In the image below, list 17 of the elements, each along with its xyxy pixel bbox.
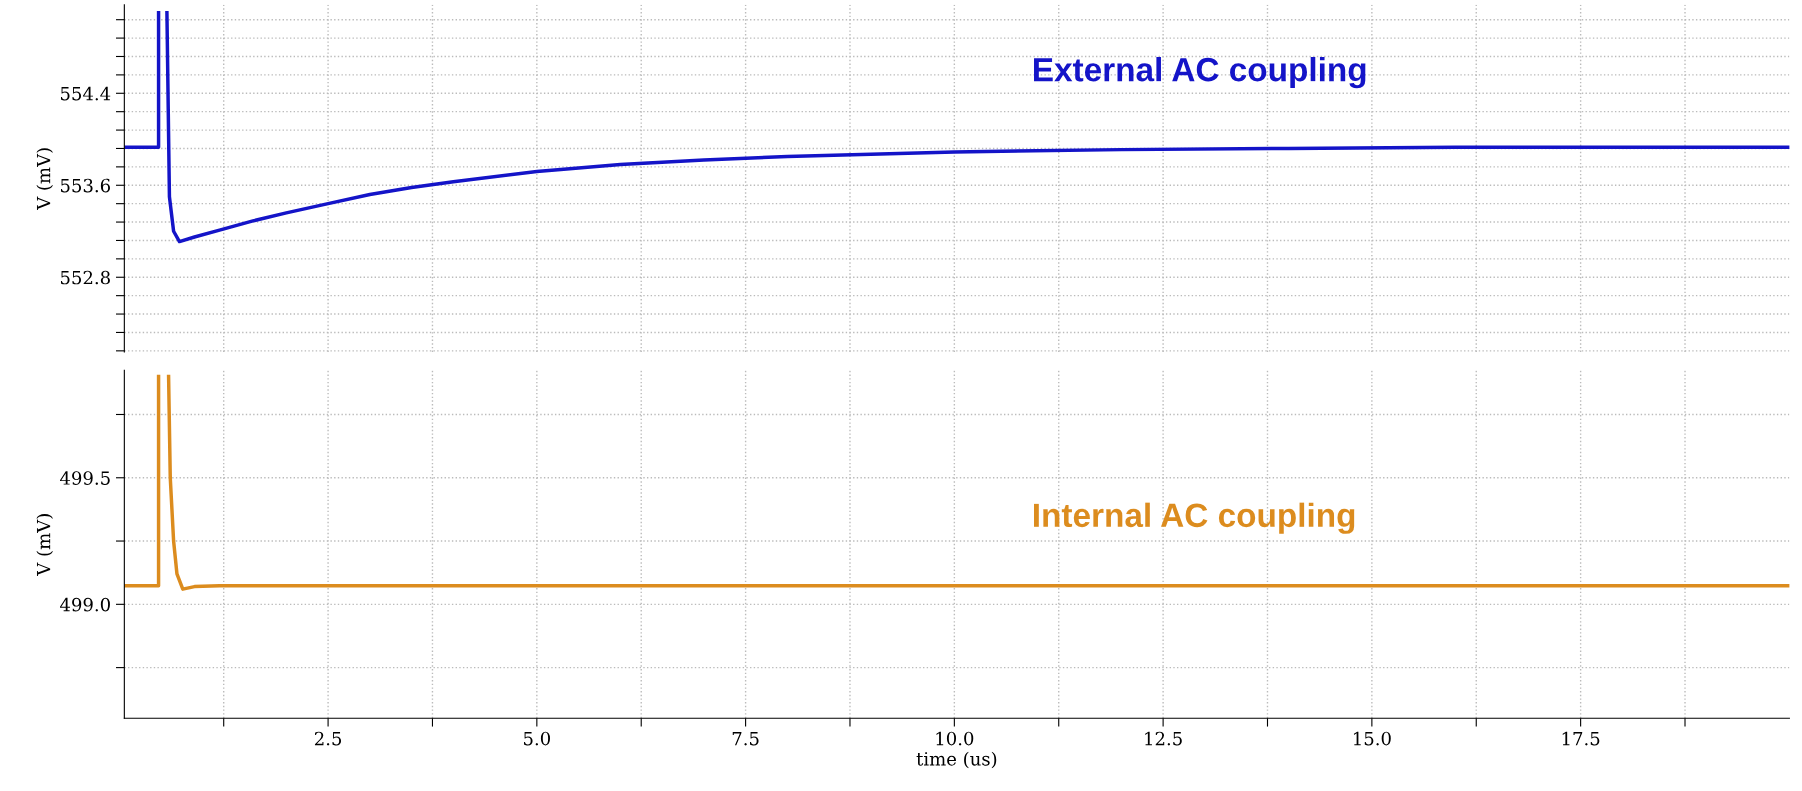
x-tick-label: 5.0 <box>524 731 550 746</box>
y-axis-title: V (mV) <box>36 148 53 211</box>
y-axis-title: V (mV) <box>36 514 53 576</box>
x-tick-label: 15.0 <box>1353 731 1391 746</box>
x-tick-label: 7.5 <box>732 731 759 746</box>
x-tick-label: 12.5 <box>1145 731 1182 746</box>
x-tick-label: 17.5 <box>1562 731 1600 746</box>
y-tick-label: 552.8 <box>60 270 110 285</box>
y-tick-label: 499.5 <box>60 471 110 485</box>
x-tick-label: 10.0 <box>936 731 974 746</box>
x-axis-title: time (us) <box>916 751 997 769</box>
series-label: External AC coupling <box>1034 56 1366 89</box>
series-label: Internal AC coupling <box>1034 502 1355 534</box>
x-tick-label: 2.5 <box>314 731 342 746</box>
y-tick-label: 554.4 <box>60 86 111 101</box>
y-tick-label: 553.6 <box>60 178 111 193</box>
y-tick-label: 499.0 <box>60 597 110 612</box>
